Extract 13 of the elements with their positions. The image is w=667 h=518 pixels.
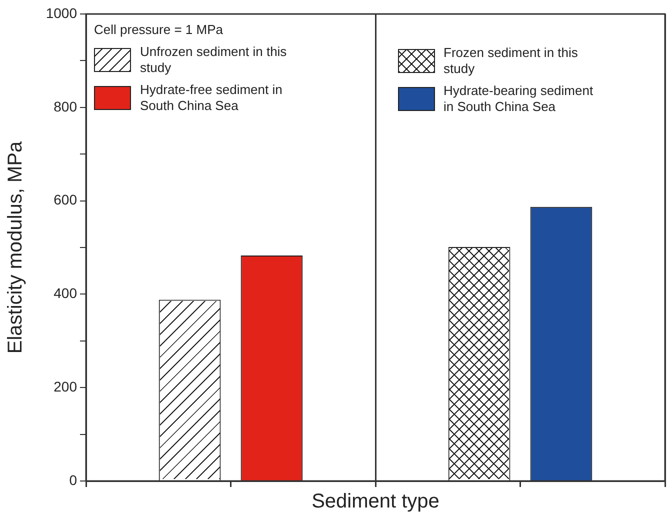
- y-tick-label: 400: [54, 285, 78, 302]
- legend-title: Cell pressure = 1 MPa: [94, 22, 224, 38]
- legend-label: Frozen sediment in this study: [444, 45, 579, 77]
- y-tick-label: 600: [54, 192, 78, 208]
- y-tick-label: 1000: [46, 4, 78, 21]
- x-axis-title: Sediment type: [312, 490, 440, 513]
- legend-label: Hydrate-free sediment in South China Sea: [140, 82, 284, 114]
- legend-label: Hydrate-bearing sediment in South China Sea: [444, 83, 594, 115]
- y-axis-title: Elasticity modulus, MPa: [4, 140, 27, 354]
- y-tick-label: 800: [54, 98, 78, 114]
- legend-label: Unfrozen sediment in this study: [140, 44, 288, 76]
- y-tick-label: 0: [69, 472, 78, 488]
- y-tick-label: 200: [54, 378, 78, 394]
